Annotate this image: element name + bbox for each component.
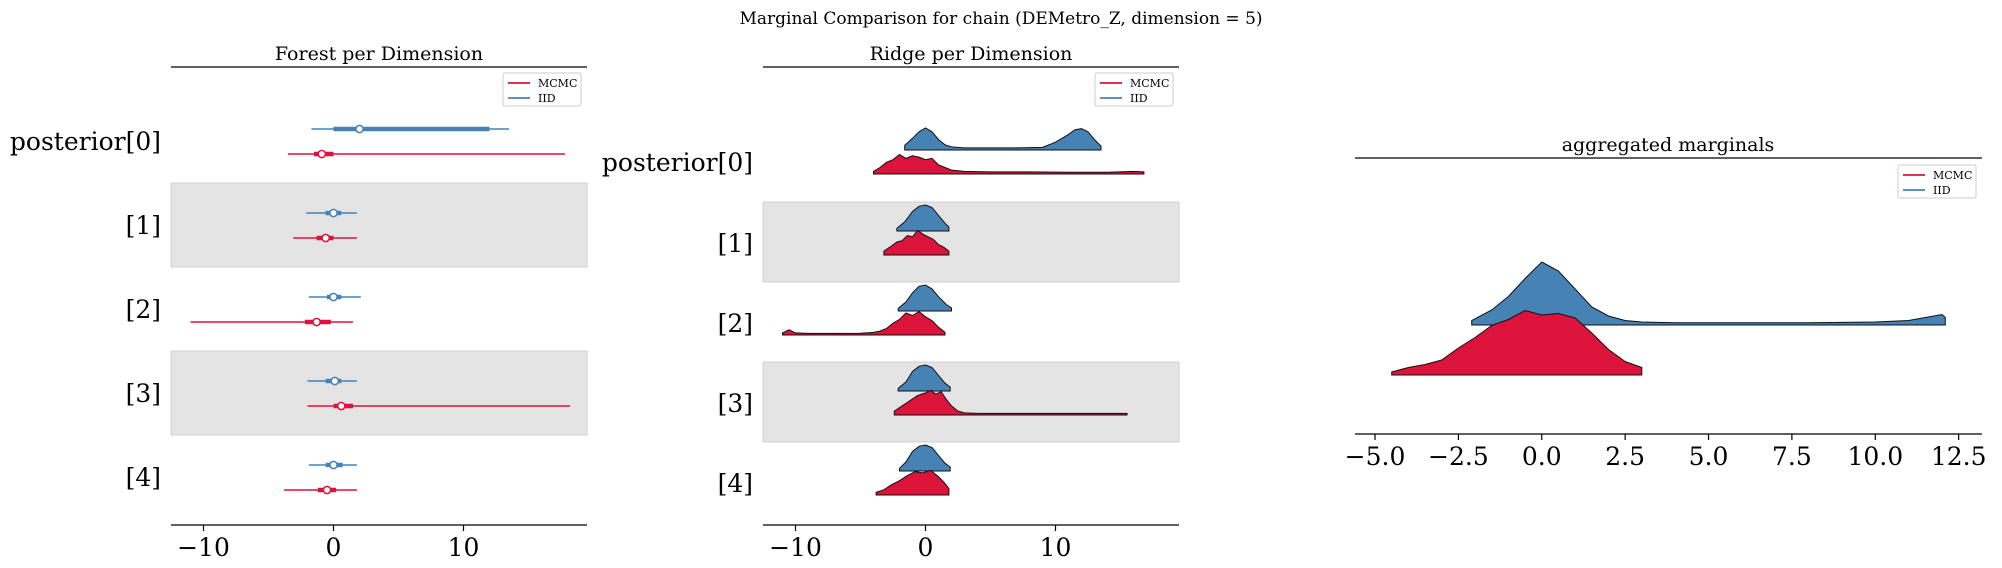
legend-label: IID: [1933, 184, 1951, 197]
forest-point: [317, 149, 327, 159]
forest-marks: [190, 124, 571, 495]
row-label: [4]: [126, 463, 161, 492]
x-tick-label: 10.0: [1847, 442, 1903, 471]
x-ticks: −10 0 10: [177, 525, 479, 562]
x-tick-label: 12.5: [1931, 442, 1987, 471]
row-labels: posterior[0] [1] [2] [3] [4]: [602, 148, 753, 498]
panel-title: Ridge per Dimension: [870, 43, 1073, 65]
panel-title: Forest per Dimension: [275, 43, 483, 65]
legend-label: MCMC: [1130, 77, 1169, 90]
row-labels: posterior[0] [1] [2] [3] [4]: [10, 127, 161, 492]
row-label: [3]: [126, 379, 161, 408]
forest-point: [321, 233, 331, 243]
x-tick-label: 10: [1040, 533, 1072, 562]
ridge-density: [904, 127, 1102, 151]
ridge-density: [896, 204, 950, 232]
row-band: [762, 201, 1180, 283]
x-tick-label: 10: [448, 533, 480, 562]
x-tick-label: −10: [177, 533, 230, 562]
ridge-density: [782, 310, 946, 336]
x-tick-label: 5.0: [1689, 442, 1729, 471]
forest-point: [312, 317, 321, 327]
row-label: [1]: [718, 229, 753, 258]
row-label: [1]: [126, 211, 161, 240]
row-bands: [762, 201, 1180, 443]
row-label: posterior[0]: [602, 148, 753, 177]
ridge-density: [875, 469, 950, 496]
x-tick-label: −2.5: [1428, 442, 1489, 471]
row-band: [170, 350, 588, 436]
row-label: posterior[0]: [10, 127, 161, 156]
row-band: [170, 182, 588, 268]
ridge-panel: Ridge per Dimension posterior[0] [1] [2] [3…: [602, 43, 1180, 562]
aggregated-density: [1471, 261, 1946, 326]
x-tick-label: 2.5: [1605, 442, 1645, 471]
ridge-density: [873, 153, 1145, 175]
row-label: [4]: [718, 469, 753, 498]
forest-point: [336, 401, 346, 411]
aggregated-density: [1391, 309, 1643, 376]
panel-title: aggregated marginals: [1562, 134, 1775, 156]
legend: MCMC IID: [502, 72, 582, 107]
x-tick-label: −5.0: [1345, 442, 1406, 471]
forest-point: [330, 376, 340, 386]
x-tick-label: 0.0: [1522, 442, 1562, 471]
x-tick-label: 0: [326, 533, 342, 562]
ridge-marks: [782, 127, 1145, 496]
row-label: [3]: [718, 389, 753, 418]
ridge-density: [897, 364, 951, 392]
figure-suptitle: Marginal Comparison for chain (DEMetro_Z…: [739, 9, 1262, 29]
ridge-density: [893, 389, 1128, 416]
legend: MCMC IID: [1094, 72, 1174, 107]
forest-point: [329, 292, 338, 302]
forest-point: [329, 208, 338, 218]
forest-panel: Forest per Dimension posterior[0] [1] [2] […: [10, 43, 588, 562]
x-ticks: −10 0 10: [769, 525, 1071, 562]
legend-label: MCMC: [538, 77, 577, 90]
x-ticks: −5.0 −2.5 0.0 2.5 5.0 7.5 10.0 12.5: [1345, 434, 1987, 471]
row-label: [2]: [126, 295, 161, 324]
forest-point: [329, 460, 338, 470]
x-tick-label: −10: [769, 533, 822, 562]
legend-label: IID: [1130, 92, 1148, 105]
ridge-density: [899, 444, 951, 472]
row-band: [762, 361, 1180, 443]
aggregated-marks: [1391, 261, 1946, 376]
ridge-density: [883, 229, 950, 256]
forest-point: [322, 485, 332, 495]
x-tick-label: 0: [918, 533, 934, 562]
legend-label: IID: [538, 92, 556, 105]
aggregated-panel: aggregated marginals −5.0 −2.5 0.0 2.5 5.0 7.…: [1345, 134, 1987, 471]
row-bands: [170, 182, 588, 436]
row-label: [2]: [718, 309, 753, 338]
legend-label: MCMC: [1933, 169, 1972, 182]
legend: MCMC IID: [1897, 164, 1977, 199]
x-tick-label: 7.5: [1772, 442, 1812, 471]
ridge-density: [897, 284, 952, 312]
forest-point: [355, 124, 364, 134]
